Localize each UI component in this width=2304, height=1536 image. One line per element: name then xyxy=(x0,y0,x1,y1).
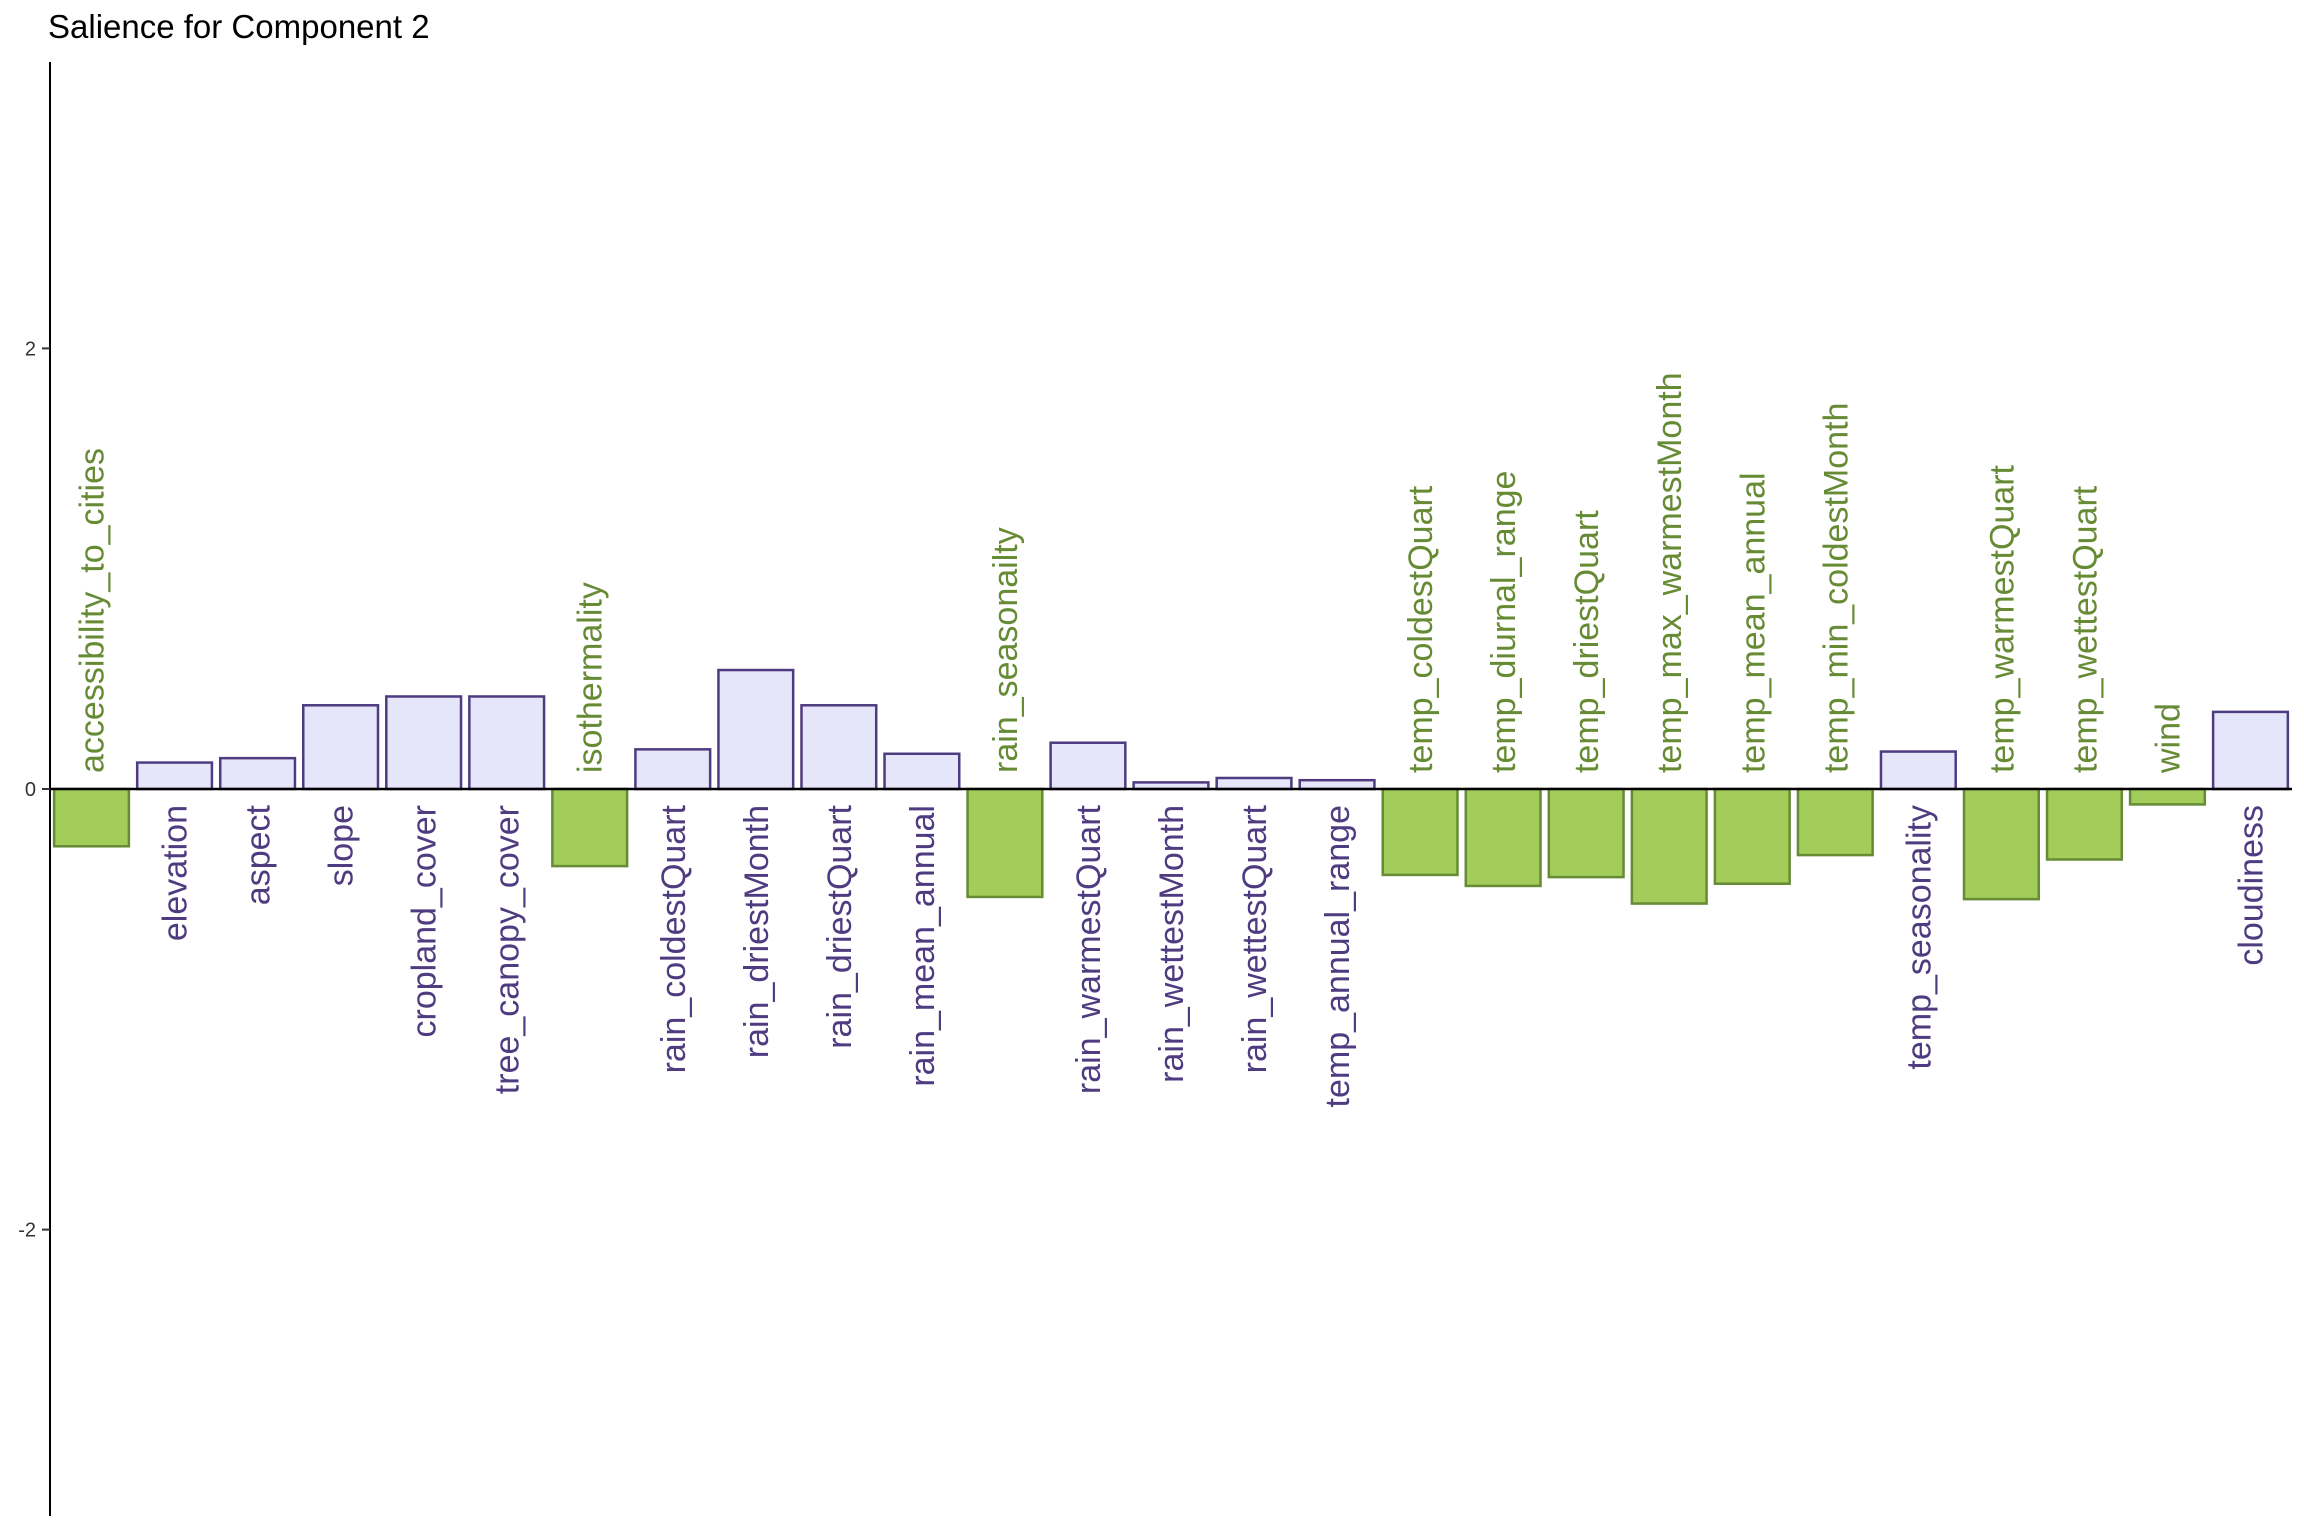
category-label-cropland_cover: cropland_cover xyxy=(406,805,444,1037)
y-tick-label: 2 xyxy=(25,338,36,360)
category-label-temp_driestQuart: temp_driestQuart xyxy=(1568,510,1606,773)
bar-cloudiness xyxy=(2211,710,2290,791)
category-label-temp_coldestQuart: temp_coldestQuart xyxy=(1402,485,1440,773)
bar-tree_canopy_cover xyxy=(468,695,546,791)
bar-temp_wettestQuart xyxy=(2045,787,2124,861)
bar-wind xyxy=(2128,787,2207,806)
y-tick-label: 0 xyxy=(25,779,36,801)
category-label-aspect: aspect xyxy=(240,804,278,905)
category-label-temp_wettestQuart: temp_wettestQuart xyxy=(2066,485,2104,773)
category-label-rain_wettestMonth: rain_wettestMonth xyxy=(1153,805,1191,1083)
category-label-temp_mean_annual: temp_mean_annual xyxy=(1734,472,1772,773)
bar-temp_seasonality xyxy=(1879,750,1957,791)
category-label-temp_diurnal_range: temp_diurnal_range xyxy=(1485,471,1523,773)
y-axis: -2 0 2 xyxy=(18,62,51,1516)
category-label-rain_warmestQuart: rain_warmestQuart xyxy=(1070,804,1108,1094)
category-label-accessibility_to_cities: accessibility_to_cities xyxy=(74,448,112,773)
bar-isothermality xyxy=(551,787,629,868)
bar-temp_coldestQuart xyxy=(1381,787,1459,877)
bar-slope xyxy=(302,704,380,791)
bar-temp_mean_annual xyxy=(1713,787,1791,885)
category-label-temp_annual_range: temp_annual_range xyxy=(1319,805,1357,1107)
bar-temp_max_warmestMonth xyxy=(1630,787,1708,905)
category-label-elevation: elevation xyxy=(157,805,195,941)
bar-temp_annual_range xyxy=(1298,778,1376,791)
category-label-slope: slope xyxy=(323,805,361,886)
y-tick-label: -2 xyxy=(18,1220,36,1242)
bar-rain_coldestQuart xyxy=(634,748,712,791)
chart-title: Salience for Component 2 xyxy=(48,8,430,45)
bar-temp_min_coldestMonth xyxy=(1796,787,1874,857)
category-label-rain_mean_annual: rain_mean_annual xyxy=(904,805,942,1087)
category-label-rain_wettestQuart: rain_wettestQuart xyxy=(1236,804,1274,1073)
bar-rain_driestQuart xyxy=(800,704,878,791)
category-labels: accessibility_to_cities elevation aspect sl… xyxy=(74,372,2271,1107)
bar-rain_warmestQuart xyxy=(1049,741,1127,791)
bar-rain_wettestQuart xyxy=(1215,776,1293,791)
category-label-temp_max_warmestMonth: temp_max_warmestMonth xyxy=(1651,372,1689,773)
bar-elevation xyxy=(135,761,214,791)
bar-rain_seasonailty xyxy=(966,787,1044,899)
category-label-temp_seasonality: temp_seasonality xyxy=(1900,805,1938,1070)
bar-temp_diurnal_range xyxy=(1464,787,1542,888)
bars xyxy=(52,668,2290,905)
category-label-cloudiness: cloudiness xyxy=(2232,805,2270,966)
category-label-temp_min_coldestMonth: temp_min_coldestMonth xyxy=(1817,403,1855,773)
bar-rain_driestMonth xyxy=(717,668,795,791)
category-label-tree_canopy_cover: tree_canopy_cover xyxy=(489,805,527,1094)
category-label-rain_driestQuart: rain_driestQuart xyxy=(821,804,859,1048)
category-label-temp_warmestQuart: temp_warmestQuart xyxy=(1983,464,2021,773)
category-label-wind: wind xyxy=(2149,703,2187,774)
category-label-rain_seasonailty: rain_seasonailty xyxy=(987,527,1025,773)
bar-temp_driestQuart xyxy=(1547,787,1625,879)
bar-aspect xyxy=(218,756,297,791)
category-label-rain_driestMonth: rain_driestMonth xyxy=(738,805,776,1058)
bar-accessibility_to_cities xyxy=(52,787,131,848)
category-label-rain_coldestQuart: rain_coldestQuart xyxy=(655,804,693,1073)
bar-temp_warmestQuart xyxy=(1962,787,2040,901)
category-label-isothermality: isothermality xyxy=(572,582,610,773)
bar-cropland_cover xyxy=(385,695,463,791)
bar-rain_mean_annual xyxy=(883,752,961,791)
